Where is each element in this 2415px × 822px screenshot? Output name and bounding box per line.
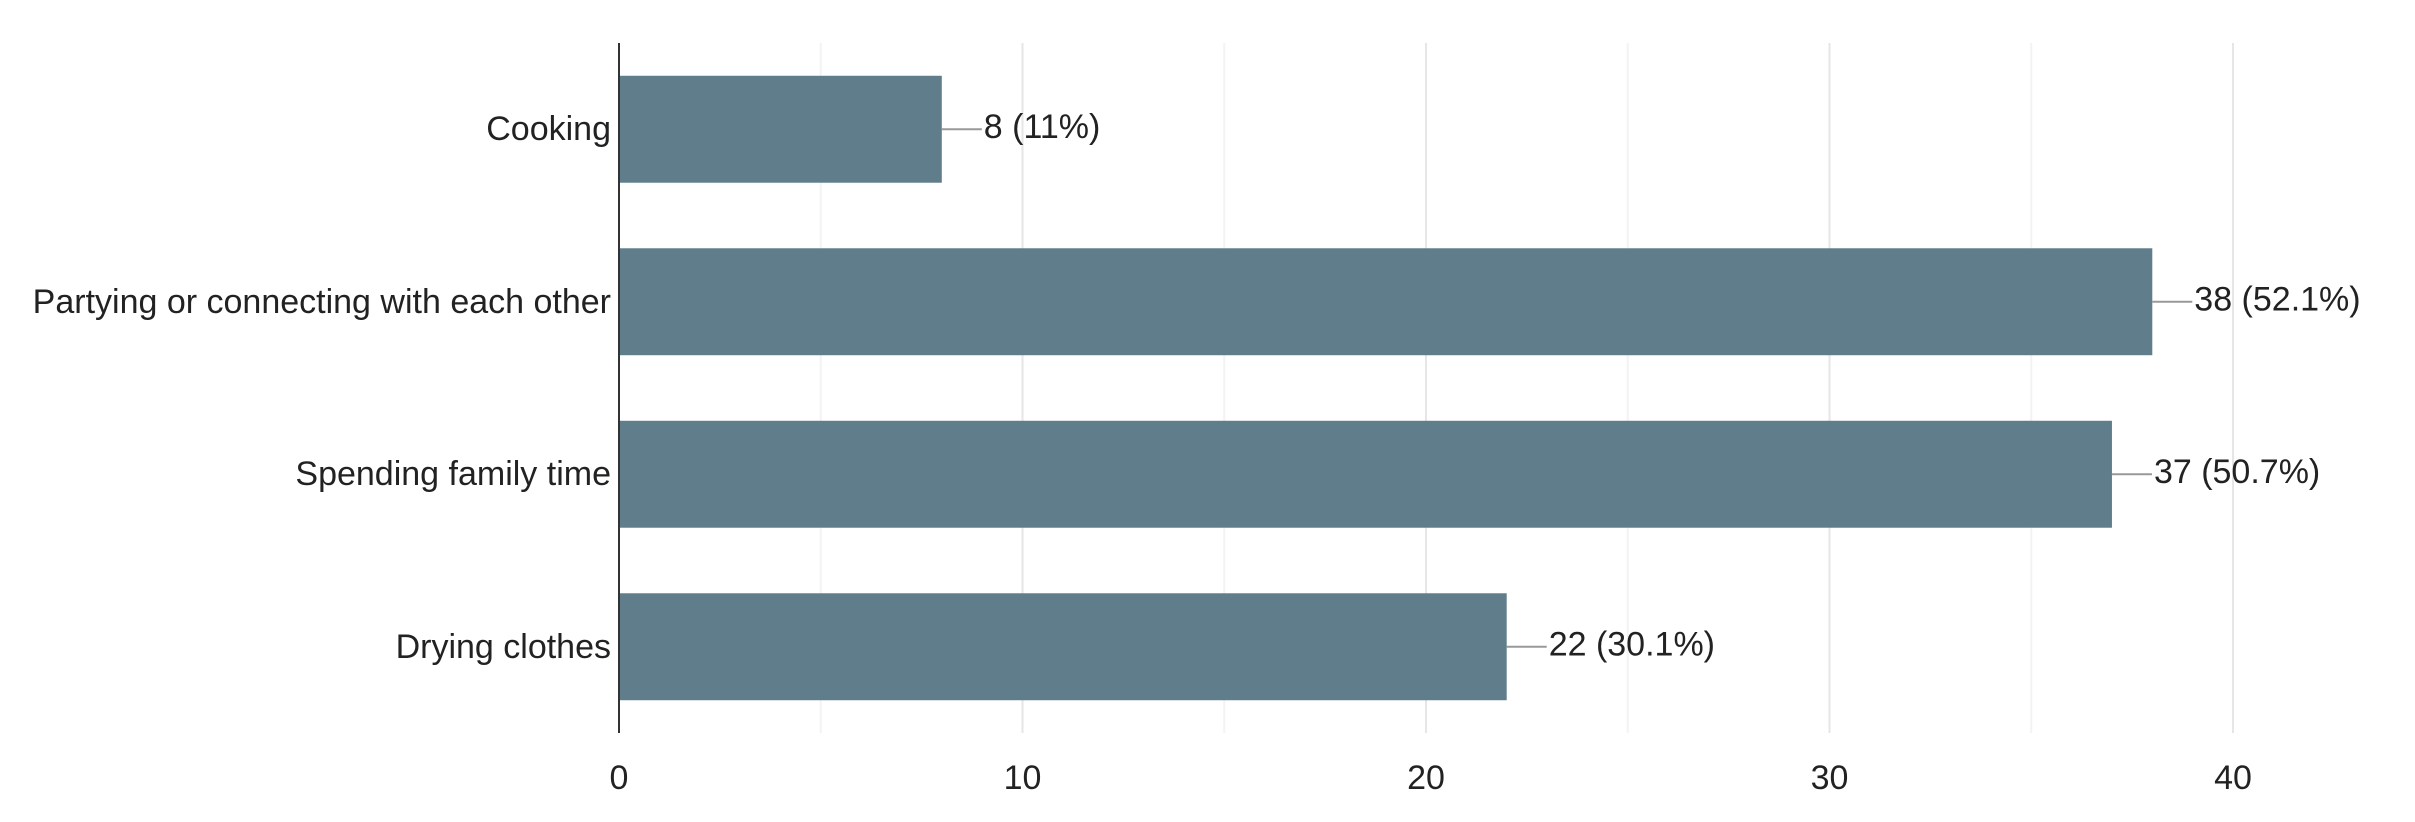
x-tick-label: 20 [1407, 759, 1445, 797]
y-tick-label: Partying or connecting with each other [32, 282, 611, 321]
x-tick-label: 40 [2214, 759, 2252, 797]
bar [619, 75, 942, 183]
value-label: 37 (50.7%) [2154, 453, 2320, 491]
bar [619, 420, 2112, 528]
y-tick-label: Spending family time [295, 455, 611, 494]
value-label: 22 (30.1%) [1549, 626, 1715, 664]
value-label: 8 (11%) [984, 108, 1101, 146]
x-tick-label: 10 [1004, 759, 1042, 797]
x-tick-label: 0 [610, 759, 629, 797]
y-tick-label: Drying clothes [395, 627, 611, 666]
bar [619, 248, 2153, 356]
y-tick-label: Cooking [486, 110, 611, 149]
x-tick-label: 30 [1811, 759, 1849, 797]
bar [619, 593, 1507, 701]
value-label: 38 (52.1%) [2194, 281, 2360, 319]
